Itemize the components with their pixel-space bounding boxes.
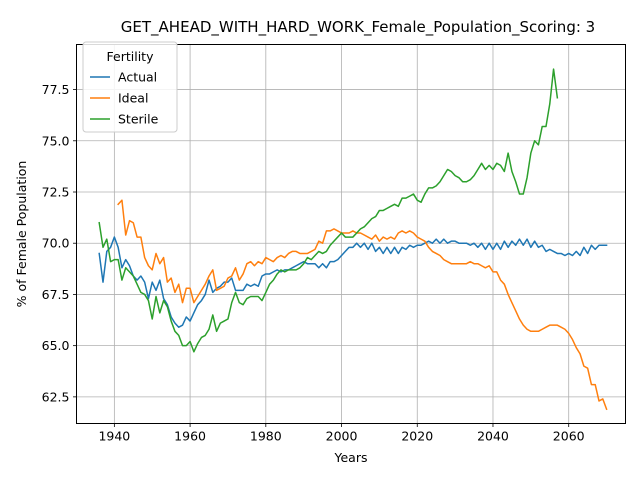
series-lines (98, 68, 608, 411)
y-axis-label: % of Female Population (14, 161, 29, 308)
x-axis-label: Years (334, 450, 368, 465)
legend: Fertility Actual Ideal Sterile (82, 41, 178, 133)
x-tick-label: 2020 (401, 429, 433, 444)
chart-title: GET_AHEAD_WITH_HARD_WORK_Female_Populati… (121, 18, 595, 37)
legend-items: Actual Ideal Sterile (90, 70, 159, 127)
x-tick-label: 1960 (174, 429, 206, 444)
x-tick-label: 1980 (250, 429, 282, 444)
y-tick-label: 65.0 (42, 338, 70, 353)
x-axis-ticks: 1940 1960 1980 2000 2020 2040 2060 (98, 423, 585, 444)
x-tick-label: 2000 (326, 429, 358, 444)
y-tick-label: 70.0 (42, 236, 70, 251)
y-tick-label: 67.5 (42, 287, 70, 302)
legend-label-actual: Actual (118, 70, 157, 85)
series-line-actual (98, 236, 608, 328)
plot-area-frame (76, 44, 626, 424)
y-axis-ticks: 62.5 65.0 67.5 70.0 72.5 75.0 77.5 (42, 82, 77, 404)
y-tick-label: 77.5 (42, 82, 70, 97)
legend-label-sterile: Sterile (118, 112, 159, 127)
legend-box (82, 41, 178, 133)
legend-title: Fertility (107, 49, 155, 64)
y-tick-label: 62.5 (42, 389, 70, 404)
x-tick-label: 2060 (553, 429, 585, 444)
x-tick-label: 1940 (98, 429, 130, 444)
y-tick-label: 72.5 (42, 185, 70, 200)
y-tick-label: 75.0 (42, 133, 70, 148)
series-line-ideal (117, 199, 608, 411)
legend-label-ideal: Ideal (118, 91, 148, 106)
series-line-sterile (98, 68, 559, 353)
x-tick-label: 2040 (477, 429, 509, 444)
